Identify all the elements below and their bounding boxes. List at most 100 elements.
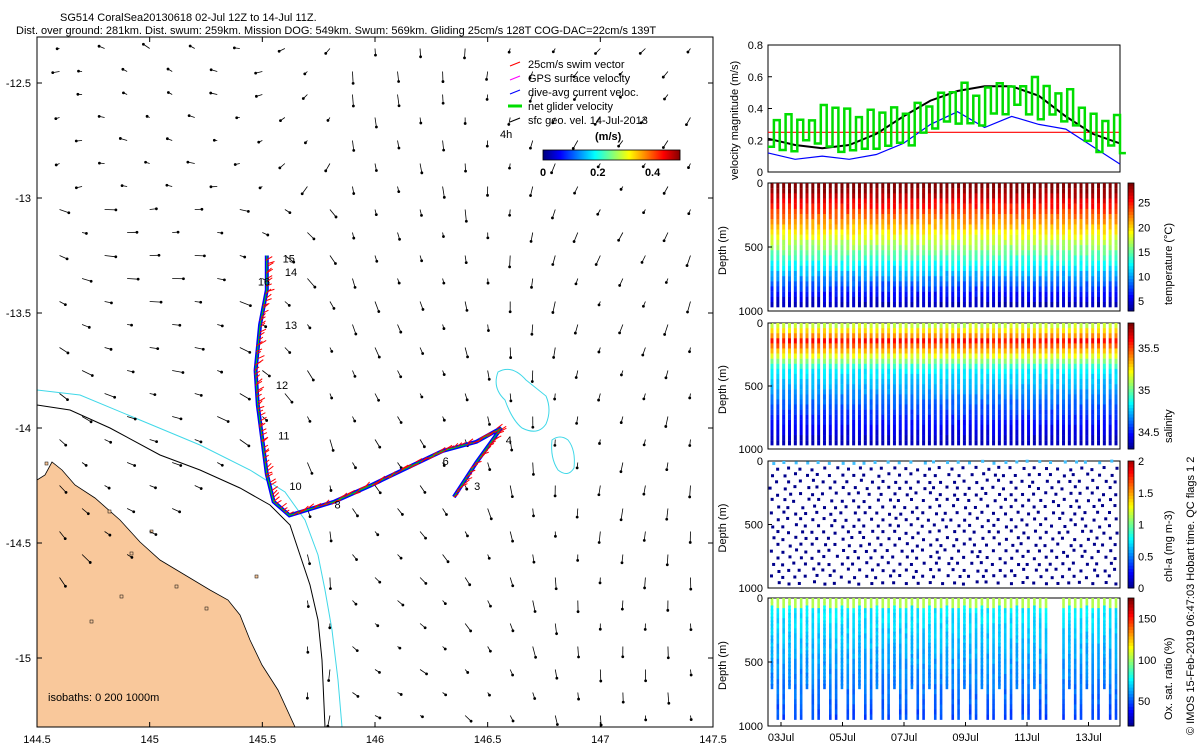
profile-point <box>1114 409 1118 415</box>
chla-point <box>1009 518 1013 522</box>
profile-point <box>922 404 926 410</box>
x-tick-label: 145 <box>140 734 158 746</box>
colorbar-cell <box>1128 183 1134 187</box>
profile-point <box>1062 188 1066 194</box>
profile-point <box>1003 208 1007 215</box>
profile-point <box>957 286 961 292</box>
chla-point <box>1060 487 1064 491</box>
profile-point <box>1102 373 1106 380</box>
profile-point <box>1032 203 1036 210</box>
profile-point <box>787 281 791 287</box>
profile-point <box>1062 358 1066 364</box>
profile-point <box>1062 389 1066 395</box>
swim-vector <box>488 440 497 446</box>
current-vector-head <box>247 444 251 448</box>
chla-point <box>1009 480 1013 484</box>
profile-point <box>1102 424 1106 431</box>
chla-point <box>777 505 781 509</box>
profile-point <box>1027 338 1031 344</box>
chla-point <box>1044 517 1048 521</box>
profile-point <box>992 394 996 400</box>
profile-point <box>980 276 984 282</box>
current-vector <box>643 485 646 495</box>
profile-point <box>1062 219 1066 225</box>
profile-point <box>1114 245 1118 251</box>
profile-point <box>799 373 803 380</box>
x-tick-label: 146 <box>366 734 384 746</box>
chla-point <box>1057 480 1061 484</box>
current-vector-head <box>133 417 137 421</box>
chla-point <box>1021 504 1025 508</box>
profile-point <box>1003 414 1007 420</box>
colorbar-cell <box>1128 224 1134 229</box>
profile-point <box>904 265 908 272</box>
current-vector-head <box>442 195 446 199</box>
profile-point <box>951 193 955 199</box>
profile-point <box>887 281 891 287</box>
oxygen-point <box>799 633 803 639</box>
profile-point <box>787 260 791 266</box>
colorbar-cell <box>1128 335 1134 340</box>
profile-point <box>951 399 955 405</box>
chla-point <box>955 511 959 515</box>
profile-point <box>1114 183 1118 189</box>
profile-point <box>875 419 879 426</box>
chla-point <box>847 544 851 548</box>
profile-point <box>1021 363 1025 369</box>
profile-point <box>922 373 926 380</box>
current-vector-head <box>643 586 646 590</box>
profile-point <box>1003 440 1007 446</box>
chla-point <box>799 492 803 496</box>
profile-point <box>968 323 972 329</box>
current-vector-head <box>246 209 250 213</box>
chla-point <box>947 562 951 566</box>
chla-point <box>1025 562 1029 566</box>
profile-point <box>805 276 809 282</box>
chla-point <box>792 499 796 503</box>
colorbar-cell <box>1128 505 1134 510</box>
chla-point <box>1108 486 1112 490</box>
colorbar-cell <box>619 150 621 160</box>
colorbar-tick-label: 35 <box>1138 385 1150 397</box>
profile-point <box>817 389 821 395</box>
chla-point <box>974 493 978 497</box>
profile-point <box>1027 373 1031 380</box>
colorbar-cell <box>1128 247 1134 251</box>
legend-label: dive-avg current veloc. <box>528 87 639 99</box>
profile-point <box>916 296 920 303</box>
chla-point <box>1001 487 1005 491</box>
profile-point <box>834 394 838 400</box>
profile-point <box>933 414 937 420</box>
current-vector-head <box>667 701 671 705</box>
profile-point <box>881 384 885 390</box>
current-vector-head <box>232 46 236 50</box>
profile-point <box>1097 419 1101 426</box>
profile-point <box>822 260 826 266</box>
profile-point <box>869 265 873 272</box>
profile-point <box>770 281 774 287</box>
profile-point <box>799 214 803 220</box>
profile-point <box>962 198 966 204</box>
profile-point <box>1108 265 1112 272</box>
profile-point <box>817 183 821 189</box>
chla-point <box>888 498 892 502</box>
colorbar-cell <box>642 150 644 160</box>
profile-point <box>986 219 990 225</box>
profile-point <box>1062 399 1066 405</box>
profile-point <box>962 214 966 220</box>
swim-vector <box>479 435 486 440</box>
current-vector-head <box>329 539 333 543</box>
profile-point <box>1044 328 1048 334</box>
profile-point <box>852 333 856 339</box>
chla-point <box>968 523 972 527</box>
profile-point <box>852 255 856 261</box>
current-vector <box>442 94 444 104</box>
profile-point <box>1073 183 1077 189</box>
profile-point <box>1021 440 1025 446</box>
colorbar-cell <box>557 150 559 160</box>
profile-point <box>776 348 780 354</box>
colorbar-cell <box>603 150 605 160</box>
profile-point <box>910 239 914 246</box>
profile-point <box>1032 353 1036 359</box>
profile-point <box>1091 368 1095 375</box>
